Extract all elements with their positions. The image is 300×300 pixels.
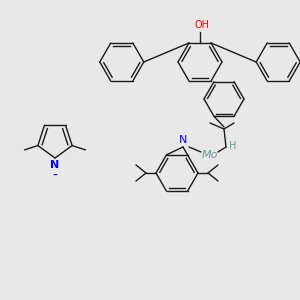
Text: -: - [52,169,57,183]
Text: H: H [229,141,237,151]
Text: N: N [179,135,187,145]
Text: N: N [50,160,60,170]
Text: OH: OH [194,20,209,30]
Text: Mo: Mo [202,150,218,160]
